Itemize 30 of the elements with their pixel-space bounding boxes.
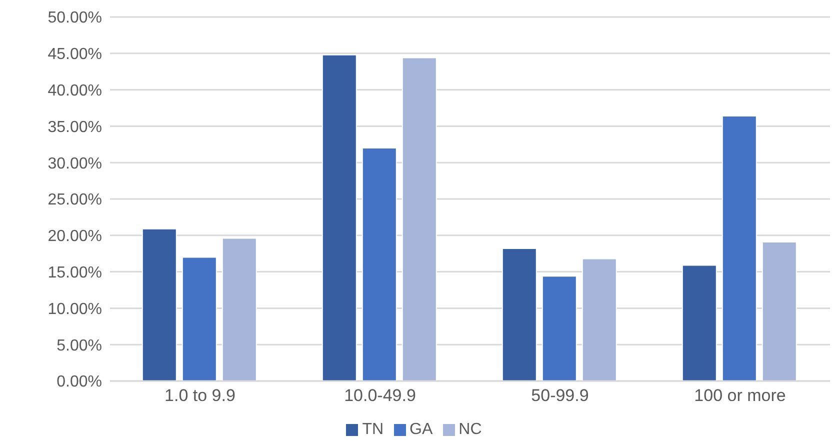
bar xyxy=(142,228,177,381)
y-tick-label: 30.00% xyxy=(48,155,102,172)
y-tick-label: 20.00% xyxy=(48,228,102,246)
bar xyxy=(182,256,217,381)
bar xyxy=(722,116,757,381)
bar xyxy=(362,148,397,381)
bar xyxy=(682,264,717,381)
y-tick-label: 15.00% xyxy=(48,264,102,282)
x-tick-label: 50-99.9 xyxy=(531,386,589,406)
bar xyxy=(502,248,537,381)
y-tick-label: 50.00% xyxy=(48,10,102,27)
y-tick-label: 40.00% xyxy=(48,82,102,100)
bar xyxy=(582,258,617,381)
x-tick-label: 100 or more xyxy=(694,386,786,406)
x-tick-label: 1.0 to 9.9 xyxy=(164,386,236,406)
legend-label: GA xyxy=(410,421,433,438)
y-tick-label: 10.00% xyxy=(48,300,102,318)
legend-label: TN xyxy=(362,421,384,438)
bar xyxy=(402,57,437,381)
bar xyxy=(322,54,357,381)
bar xyxy=(222,238,257,381)
legend-label: NC xyxy=(458,421,482,438)
x-tick-label: 10.0-49.9 xyxy=(344,386,416,406)
bar xyxy=(542,276,577,381)
y-tick-label: 35.00% xyxy=(48,118,102,136)
y-tick-label: 45.00% xyxy=(48,46,102,64)
bar xyxy=(762,241,797,381)
y-tick-label: 25.00% xyxy=(48,192,102,209)
y-tick-label: 5.00% xyxy=(56,337,102,354)
y-tick-label: 0.00% xyxy=(56,374,102,391)
